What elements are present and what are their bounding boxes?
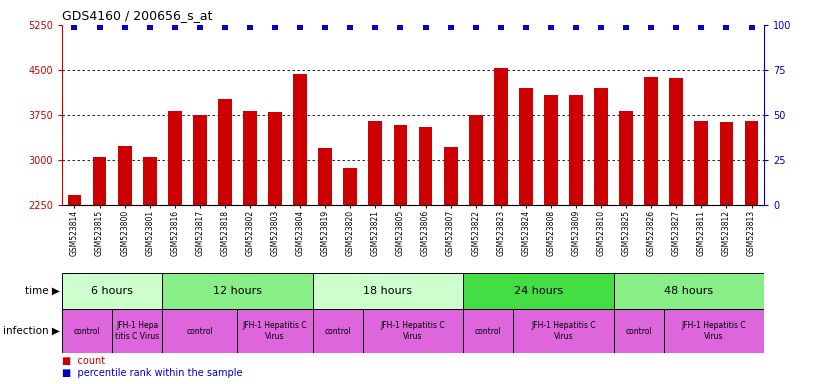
- Bar: [93, 157, 107, 205]
- Point: [93, 24, 107, 30]
- Point: [644, 24, 657, 30]
- Bar: [463, 273, 614, 309]
- Point: [745, 24, 758, 30]
- Text: control: control: [74, 327, 101, 336]
- Bar: [744, 121, 758, 205]
- Text: 24 hours: 24 hours: [514, 286, 563, 296]
- Point: [695, 24, 708, 30]
- Bar: [419, 127, 433, 205]
- Point: [544, 24, 558, 30]
- Point: [595, 24, 608, 30]
- Text: ■  count: ■ count: [62, 356, 105, 366]
- Text: 6 hours: 6 hours: [91, 286, 133, 296]
- Bar: [444, 147, 458, 205]
- Bar: [62, 273, 162, 309]
- Point: [394, 24, 407, 30]
- Point: [670, 24, 683, 30]
- Bar: [68, 195, 82, 205]
- Bar: [112, 309, 162, 353]
- Point: [143, 24, 156, 30]
- Bar: [293, 74, 307, 205]
- Text: 12 hours: 12 hours: [213, 286, 262, 296]
- Point: [118, 24, 131, 30]
- Point: [169, 24, 182, 30]
- Bar: [519, 88, 533, 205]
- Bar: [614, 273, 764, 309]
- Bar: [368, 121, 382, 205]
- Text: JFH-1 Hepatitis C
Virus: JFH-1 Hepatitis C Virus: [243, 321, 307, 341]
- Bar: [393, 125, 407, 205]
- Bar: [268, 112, 282, 205]
- Point: [68, 24, 81, 30]
- Text: time ▶: time ▶: [26, 286, 60, 296]
- Bar: [669, 78, 683, 205]
- Text: control: control: [625, 327, 652, 336]
- Bar: [168, 111, 182, 205]
- Bar: [162, 309, 238, 353]
- Text: infection ▶: infection ▶: [3, 326, 60, 336]
- Bar: [620, 111, 633, 205]
- Point: [293, 24, 306, 30]
- Text: control: control: [187, 327, 213, 336]
- Bar: [313, 273, 463, 309]
- Bar: [719, 122, 733, 205]
- Bar: [218, 99, 232, 205]
- Bar: [62, 309, 112, 353]
- Bar: [162, 273, 313, 309]
- Text: control: control: [325, 327, 351, 336]
- Point: [444, 24, 458, 30]
- Bar: [313, 309, 363, 353]
- Bar: [118, 146, 131, 205]
- Point: [319, 24, 332, 30]
- Bar: [569, 95, 583, 205]
- Bar: [193, 114, 206, 205]
- Point: [218, 24, 231, 30]
- Bar: [695, 121, 708, 205]
- Bar: [644, 77, 658, 205]
- Bar: [318, 148, 332, 205]
- Bar: [594, 88, 608, 205]
- Bar: [469, 114, 482, 205]
- Bar: [363, 309, 463, 353]
- Text: 48 hours: 48 hours: [664, 286, 714, 296]
- Point: [368, 24, 382, 30]
- Text: JFH-1 Hepa
titis C Virus: JFH-1 Hepa titis C Virus: [115, 321, 159, 341]
- Bar: [243, 111, 257, 205]
- Point: [419, 24, 432, 30]
- Bar: [513, 309, 614, 353]
- Point: [193, 24, 206, 30]
- Text: JFH-1 Hepatitis C
Virus: JFH-1 Hepatitis C Virus: [381, 321, 445, 341]
- Bar: [238, 309, 313, 353]
- Bar: [463, 309, 513, 353]
- Bar: [494, 68, 508, 205]
- Point: [469, 24, 482, 30]
- Point: [244, 24, 257, 30]
- Point: [494, 24, 507, 30]
- Point: [520, 24, 533, 30]
- Point: [569, 24, 582, 30]
- Text: 18 hours: 18 hours: [363, 286, 412, 296]
- Bar: [664, 309, 764, 353]
- Point: [719, 24, 733, 30]
- Text: JFH-1 Hepatitis C
Virus: JFH-1 Hepatitis C Virus: [531, 321, 596, 341]
- Point: [620, 24, 633, 30]
- Point: [344, 24, 357, 30]
- Bar: [614, 309, 664, 353]
- Text: control: control: [475, 327, 501, 336]
- Text: JFH-1 Hepatitis C
Virus: JFH-1 Hepatitis C Virus: [681, 321, 746, 341]
- Point: [268, 24, 282, 30]
- Text: GDS4160 / 200656_s_at: GDS4160 / 200656_s_at: [62, 9, 212, 22]
- Bar: [344, 167, 357, 205]
- Bar: [143, 157, 157, 205]
- Bar: [544, 95, 558, 205]
- Text: ■  percentile rank within the sample: ■ percentile rank within the sample: [62, 367, 243, 377]
